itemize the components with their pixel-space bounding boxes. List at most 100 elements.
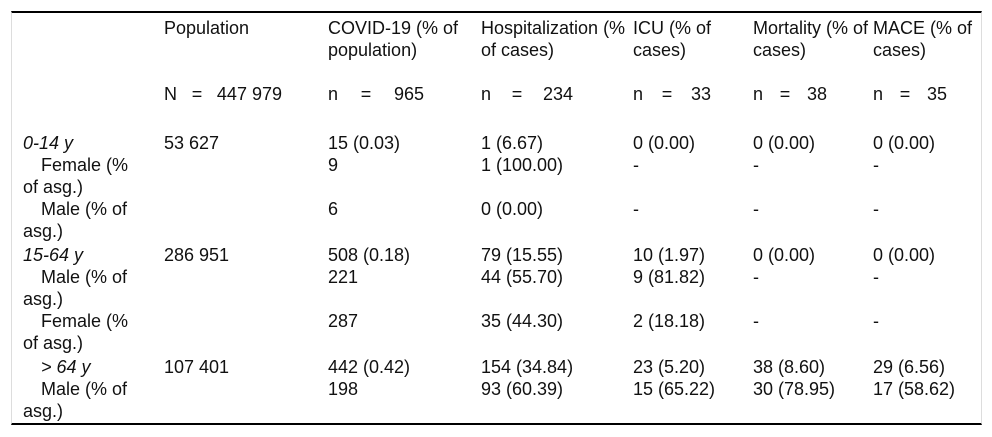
table-cell: 44 (55.70)	[481, 267, 564, 287]
count-symbol: n	[633, 84, 644, 104]
count-cell-hospitalization: n = 234	[481, 61, 633, 132]
row-label: 15-64 y	[23, 245, 84, 265]
count-symbol: N	[164, 84, 177, 104]
row-label: > 64 y	[41, 357, 91, 377]
table-cell: -	[753, 311, 759, 331]
table-cell: 107 401	[164, 357, 230, 377]
table-row-male-over-64: Male (% of asg.) 198 93 (60.39) 15 (65.2…	[12, 378, 981, 422]
table-row-male-15-64: Male (% of asg.) 221 44 (55.70) 9 (81.82…	[12, 266, 981, 310]
equals-sign: =	[511, 84, 523, 104]
table-row-female-15-64: Female (% of asg.) 287 35 (44.30) 2 (18.…	[12, 310, 981, 354]
table-cell	[164, 378, 328, 422]
table-cell: 0 (0.00)	[753, 133, 816, 153]
table-cell: 286 951	[164, 245, 230, 265]
table-cell: 12 (41.38)	[873, 422, 981, 423]
table-cell: 10 (1.97)	[633, 245, 706, 265]
row-label: Male (% of asg.)	[23, 199, 128, 241]
count-cell-population: N = 447 979	[164, 61, 328, 132]
counts-row-label	[12, 61, 164, 132]
row-label: Female (% of asg.)	[23, 155, 129, 197]
table-cell: 0 (0.00)	[481, 199, 544, 219]
count-cell-mortality: n = 38	[753, 61, 873, 132]
table-row-female-over-64: Female (% of asg.) 244 61 (39.61) 8 (34.…	[12, 422, 981, 423]
row-label: Female (% of asg.)	[12, 422, 164, 423]
row-label: Female (% of asg.)	[23, 311, 129, 353]
count-value: 33	[690, 84, 711, 104]
count-symbol: n	[328, 84, 339, 104]
table-cell	[164, 422, 328, 423]
table-cell	[164, 266, 328, 310]
header-row-label	[12, 13, 164, 61]
table-cell: 221	[328, 267, 359, 287]
count-symbol: n	[753, 84, 764, 104]
table-cell: 154 (34.84)	[481, 357, 574, 377]
table-cell: 38 (8.60)	[753, 357, 826, 377]
table-cell: 0 (0.00)	[873, 245, 936, 265]
count-value: 38	[806, 84, 827, 104]
equals-sign: =	[360, 84, 372, 104]
table-cell: -	[633, 199, 639, 219]
table-cell: 79 (15.55)	[481, 245, 564, 265]
table-cell: 23 (5.20)	[633, 357, 706, 377]
table-cell: 61 (39.61)	[481, 422, 633, 423]
count-value: 35	[926, 84, 947, 104]
table-cell: 8 (34.78)	[633, 422, 753, 423]
table-cell: 9 (81.82)	[633, 267, 706, 287]
table-cell: -	[873, 155, 879, 175]
table-cell: 0 (0.00)	[753, 245, 816, 265]
table-cell: 29 (6.56)	[873, 357, 946, 377]
table-cell: 442 (0.42)	[328, 357, 411, 377]
table-cell: 8 (21.05)	[753, 422, 873, 423]
count-symbol: n	[481, 84, 492, 104]
table-cell: 53 627	[164, 133, 220, 153]
table-cell: 287	[328, 311, 359, 331]
equals-sign: =	[661, 84, 673, 104]
table-cell: 0 (0.00)	[873, 133, 936, 153]
row-label: Male (% of asg.)	[23, 379, 128, 421]
table-cell: 6	[328, 199, 339, 219]
table-cell: -	[753, 199, 759, 219]
table-cell: 30 (78.95)	[753, 379, 836, 399]
count-cell-covid: n = 965	[328, 61, 481, 132]
row-label: Male (% of asg.)	[23, 267, 128, 309]
count-value: 965	[393, 84, 424, 104]
count-value: 234	[542, 84, 573, 104]
table-cell	[164, 310, 328, 354]
equals-sign: =	[779, 84, 791, 104]
table-cell: 2 (18.18)	[633, 311, 706, 331]
table-cell: 15 (65.22)	[633, 379, 716, 399]
table-row-male-0-14: Male (% of asg.) 6 0 (0.00) - - -	[12, 198, 981, 242]
table-cell: 244	[328, 422, 481, 423]
table-cell: -	[873, 267, 879, 287]
header-population: Population	[164, 18, 250, 38]
row-label: 0-14 y	[23, 133, 74, 153]
table-cell: -	[753, 155, 759, 175]
header-mortality: Mortality (% of cases)	[753, 18, 869, 60]
table-row-female-0-14: Female (% of asg.) 9 1 (100.00) - - -	[12, 154, 981, 198]
table-cell: 35 (44.30)	[481, 311, 564, 331]
table-cell: 0 (0.00)	[633, 133, 696, 153]
header-covid: COVID-19 (% of population)	[328, 18, 459, 60]
count-value: 447 979	[216, 84, 282, 104]
table-cell	[164, 198, 328, 242]
table-cell: 1 (6.67)	[481, 133, 544, 153]
table-cell: 15 (0.03)	[328, 133, 401, 153]
table-cell: -	[873, 311, 879, 331]
table-cell: 17 (58.62)	[873, 379, 956, 399]
header-hospitalization: Hospitalization (% of cases)	[481, 18, 626, 60]
table-cell: 1 (100.00)	[481, 155, 564, 175]
equals-sign: =	[899, 84, 911, 104]
table-cell: -	[633, 155, 639, 175]
table-row-age-15-64: 15-64 y 286 951 508 (0.18) 79 (15.55) 10…	[12, 242, 981, 266]
counts-row: N = 447 979 n = 965 n = 234 n = 33 n = 38	[12, 61, 981, 132]
header-mace: MACE (% of cases)	[873, 18, 973, 60]
count-symbol: n	[873, 84, 884, 104]
table-cell: 93 (60.39)	[481, 379, 564, 399]
count-cell-icu: n = 33	[633, 61, 753, 132]
table-row-age-over-64: > 64 y 107 401 442 (0.42) 154 (34.84) 23…	[12, 354, 981, 378]
header-row: Population COVID-19 (% of population) Ho…	[12, 13, 981, 61]
table-cell: -	[753, 267, 759, 287]
table-cell: 508 (0.18)	[328, 245, 411, 265]
count-cell-mace: n = 35	[873, 61, 981, 132]
equals-sign: =	[191, 84, 203, 104]
